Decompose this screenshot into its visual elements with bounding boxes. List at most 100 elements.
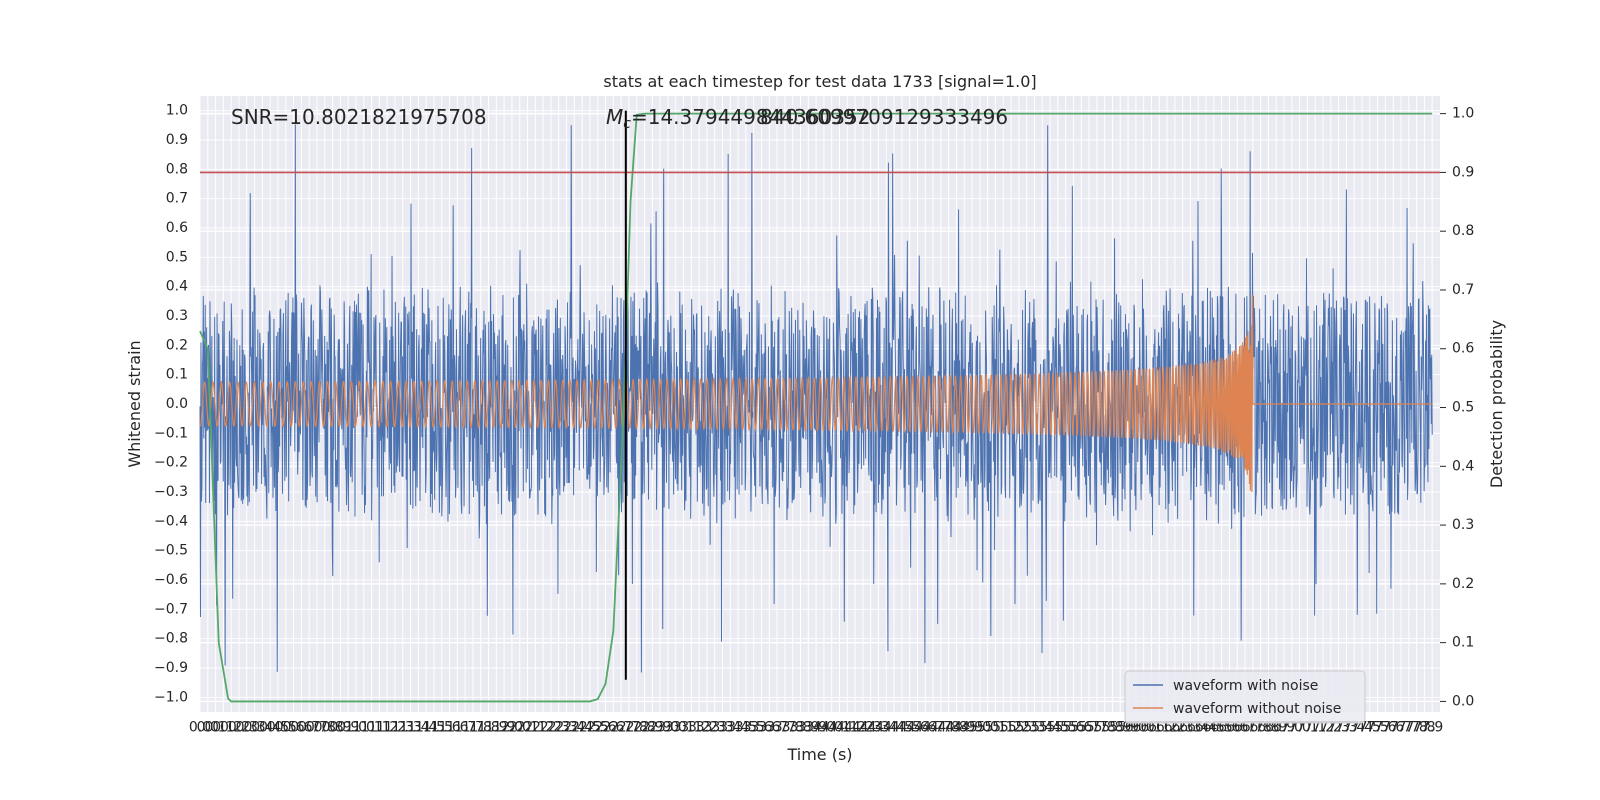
- y-tick-label: −0.3: [154, 484, 188, 500]
- x-tick-label: 7.7: [1390, 720, 1412, 736]
- y-right-tick-label: 1.0: [1452, 106, 1474, 122]
- x-tick-label: 6.9: [1265, 720, 1287, 736]
- y-tick-label: −0.6: [154, 572, 188, 588]
- y-tick-label: −0.4: [154, 513, 188, 529]
- y-right-tick-label: 0.4: [1452, 458, 1474, 474]
- x-tick-label: 4.9: [961, 720, 983, 736]
- x-tick-label: 1.4: [415, 720, 437, 736]
- x-tick-label: 5.6: [1070, 720, 1092, 736]
- x-tick-label: 7.4: [1351, 720, 1373, 736]
- y-tick-label: 0.2: [166, 337, 188, 353]
- y-tick-label: −0.7: [154, 601, 188, 617]
- x-tick-label: 1.3: [392, 720, 414, 736]
- x-tick-label: 2.7: [610, 720, 632, 736]
- x-tick-label: 2.1: [524, 720, 546, 736]
- x-tick-label: 4.8: [945, 720, 967, 736]
- detection-probability-line: [199, 112, 1433, 703]
- x-tick-label: 2.3: [548, 720, 570, 736]
- x-tick-label: 0.4: [251, 720, 273, 736]
- x-tick-label: 5.8: [1094, 720, 1116, 736]
- x-tick-label: 1.8: [477, 720, 499, 736]
- y-axis-right-label: Detection probability: [1487, 320, 1506, 488]
- chirp-mass-value: =14.379449844360352: [631, 105, 870, 129]
- x-tick-label: 3.1: [680, 720, 702, 736]
- legend: waveform with noise waveform without noi…: [1124, 670, 1366, 724]
- x-tick-label: 7.3: [1335, 720, 1357, 736]
- x-tick-label: 1.7: [462, 720, 484, 736]
- x-tick-label: 7.3: [1327, 720, 1349, 736]
- x-tick-label: 1.0: [345, 720, 367, 736]
- x-tick-label: 5.4: [1031, 720, 1053, 736]
- x-axis-ticks: 0.00.00.10.10.20.20.30.30.40.40.50.50.60…: [189, 720, 1443, 736]
- y-right-tick-label: 0.5: [1452, 400, 1474, 416]
- x-tick-label: 5.0: [969, 720, 991, 736]
- x-tick-label: 3.9: [805, 720, 827, 736]
- x-tick-label: 5.8: [1101, 720, 1123, 736]
- y-right-tick-label: 0.3: [1452, 517, 1474, 533]
- x-tick-label: 7.6: [1374, 720, 1396, 736]
- x-tick-label: 6.0: [1133, 720, 1155, 736]
- y-tick-label: 0.5: [166, 249, 188, 265]
- x-tick-label: 7.1: [1304, 720, 1326, 736]
- y-axis-label: Whitened strain: [125, 340, 144, 467]
- x-tick-label: 7.0: [1288, 720, 1310, 736]
- x-tick-label: 4.4: [883, 720, 905, 736]
- x-tick-label: 3.2: [688, 720, 710, 736]
- x-tick-label: 5.9: [1109, 720, 1131, 736]
- x-tick-label: 2.6: [602, 720, 624, 736]
- x-tick-label: 5.3: [1023, 720, 1045, 736]
- x-tick-label: 2.2: [540, 720, 562, 736]
- x-tick-label: 3.5: [735, 720, 757, 736]
- x-tick-label: 5.1: [984, 720, 1006, 736]
- x-tick-label: 5.3: [1016, 720, 1038, 736]
- y-tick-label: −0.5: [154, 543, 188, 559]
- x-tick-label: 1.7: [454, 720, 476, 736]
- x-axis-label: Time (s): [786, 745, 852, 764]
- y-tick-label: 0.6: [166, 220, 188, 236]
- x-tick-label: 1.2: [384, 720, 406, 736]
- x-tick-label: 1.1: [368, 720, 390, 736]
- x-tick-label: 7.1: [1296, 720, 1318, 736]
- x-tick-label: 4.5: [899, 720, 921, 736]
- x-tick-label: 3.1: [672, 720, 694, 736]
- y-tick-label: 0.4: [166, 279, 188, 295]
- x-tick-label: 5.5: [1055, 720, 1077, 736]
- x-tick-label: 6.1: [1140, 720, 1162, 736]
- x-tick-label: 0.6: [290, 720, 312, 736]
- legend-label-clean: waveform without noise: [1173, 701, 1341, 717]
- x-tick-label: 7.4: [1343, 720, 1365, 736]
- chirp-mass-annotation: Mc=14.379449844360352: [606, 105, 870, 132]
- x-tick-label: 2.8: [633, 720, 655, 736]
- y-tick-label: −0.9: [154, 660, 188, 676]
- x-tick-label: 2.8: [626, 720, 648, 736]
- x-tick-label: 0.2: [220, 720, 242, 736]
- x-tick-label: 2.5: [579, 720, 601, 736]
- x-tick-label: 1.8: [470, 720, 492, 736]
- y-axis-ticks: −1.0 −0.9 −0.8 −0.7 −0.6 −0.5 −0.4 −0.3 −0.2 −0.1…: [154, 103, 188, 706]
- x-tick-label: 1.0: [353, 720, 375, 736]
- x-tick-label: 6.2: [1164, 720, 1186, 736]
- x-tick-label: 6.4: [1187, 720, 1209, 736]
- x-tick-label: 0.7: [298, 720, 320, 736]
- x-tick-label: 7.5: [1366, 720, 1388, 736]
- x-tick-label: 4.6: [906, 720, 928, 736]
- x-tick-label: 6.6: [1226, 720, 1248, 736]
- x-tick-label: 3.2: [696, 720, 718, 736]
- x-tick-label: 1.5: [423, 720, 445, 736]
- x-tick-label: 0.3: [243, 720, 265, 736]
- x-tick-label: 5.0: [977, 720, 999, 736]
- x-tick-label: 3.0: [657, 720, 679, 736]
- y-tick-label: 0.8: [166, 161, 188, 177]
- x-tick-label: 3.3: [704, 720, 726, 736]
- x-tick-label: 5.2: [1000, 720, 1022, 736]
- x-tick-label: 0.3: [236, 720, 258, 736]
- x-tick-label: 3.8: [789, 720, 811, 736]
- x-tick-label: 2.0: [501, 720, 523, 736]
- x-tick-label: 5.1: [992, 720, 1014, 736]
- x-tick-label: 4.0: [821, 720, 843, 736]
- x-tick-label: 6.1: [1148, 720, 1170, 736]
- x-tick-label: 4.2: [844, 720, 866, 736]
- x-tick-label: 5.7: [1078, 720, 1100, 736]
- x-tick-label: 0.7: [306, 720, 328, 736]
